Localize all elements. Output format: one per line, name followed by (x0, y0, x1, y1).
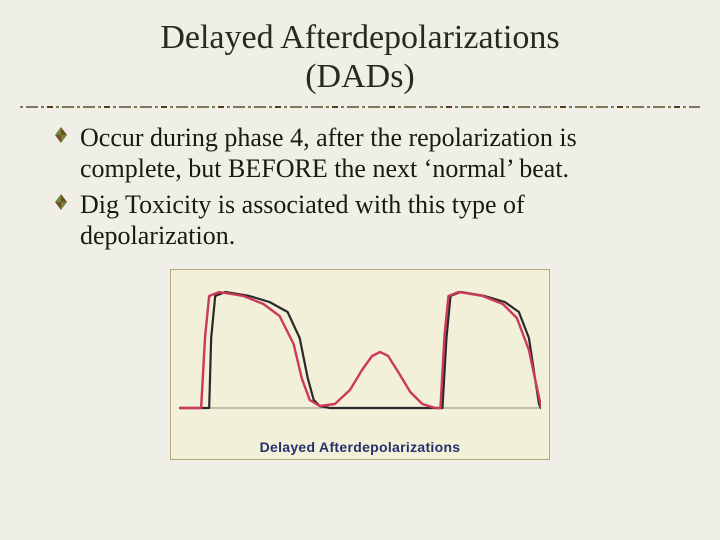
list-item: Occur during phase 4, after the repolari… (80, 122, 665, 184)
bullet-text: Occur during phase 4, after the repolari… (80, 123, 577, 183)
bullet-text: Dig Toxicity is associated with this typ… (80, 190, 525, 250)
figure-container: Delayed Afterdepolarizations (0, 269, 720, 460)
figure-caption: Delayed Afterdepolarizations (179, 439, 541, 455)
title-line-2: (DADs) (305, 58, 415, 95)
diamond-bullet-icon (52, 193, 70, 211)
dad-figure: Delayed Afterdepolarizations (170, 269, 550, 460)
bullet-list: Occur during phase 4, after the repolari… (0, 122, 720, 251)
title-divider (20, 104, 700, 110)
title-line-1: Delayed Afterdepolarizations (160, 19, 559, 56)
page-title: Delayed Afterdepolarizations (DADs) (0, 0, 720, 96)
diamond-bullet-icon (52, 126, 70, 144)
dad-waveform-chart (179, 278, 541, 428)
list-item: Dig Toxicity is associated with this typ… (80, 189, 665, 251)
